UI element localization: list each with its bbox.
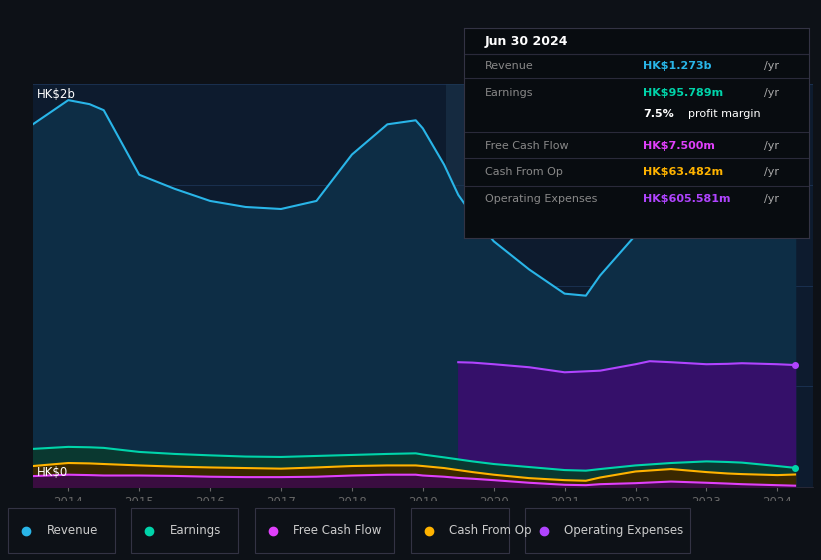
Text: HK$95.789m: HK$95.789m xyxy=(643,88,723,98)
Text: HK$605.581m: HK$605.581m xyxy=(643,194,731,204)
Text: HK$63.482m: HK$63.482m xyxy=(643,167,723,177)
Text: HK$0: HK$0 xyxy=(36,466,67,479)
Text: /yr: /yr xyxy=(764,167,779,177)
Text: Cash From Op: Cash From Op xyxy=(449,524,531,537)
Text: /yr: /yr xyxy=(764,194,779,204)
Text: Earnings: Earnings xyxy=(170,524,222,537)
Text: Operating Expenses: Operating Expenses xyxy=(484,194,597,204)
Text: Cash From Op: Cash From Op xyxy=(484,167,562,177)
Text: HK$7.500m: HK$7.500m xyxy=(643,141,715,151)
Text: /yr: /yr xyxy=(764,88,779,98)
Text: /yr: /yr xyxy=(764,61,779,71)
Text: 7.5%: 7.5% xyxy=(643,109,674,119)
Text: profit margin: profit margin xyxy=(688,109,760,119)
Bar xyxy=(8,508,115,553)
Text: Earnings: Earnings xyxy=(484,88,533,98)
Text: HK$2b: HK$2b xyxy=(36,88,76,101)
Text: Operating Expenses: Operating Expenses xyxy=(564,524,683,537)
Text: /yr: /yr xyxy=(764,141,779,151)
Text: Jun 30 2024: Jun 30 2024 xyxy=(484,35,568,48)
Text: Free Cash Flow: Free Cash Flow xyxy=(484,141,568,151)
Text: HK$1.273b: HK$1.273b xyxy=(643,61,712,71)
Text: Revenue: Revenue xyxy=(484,61,534,71)
Bar xyxy=(131,508,238,553)
Bar xyxy=(525,508,690,553)
Text: Free Cash Flow: Free Cash Flow xyxy=(293,524,382,537)
Bar xyxy=(255,508,394,553)
Text: Revenue: Revenue xyxy=(47,524,99,537)
Bar xyxy=(410,508,509,553)
